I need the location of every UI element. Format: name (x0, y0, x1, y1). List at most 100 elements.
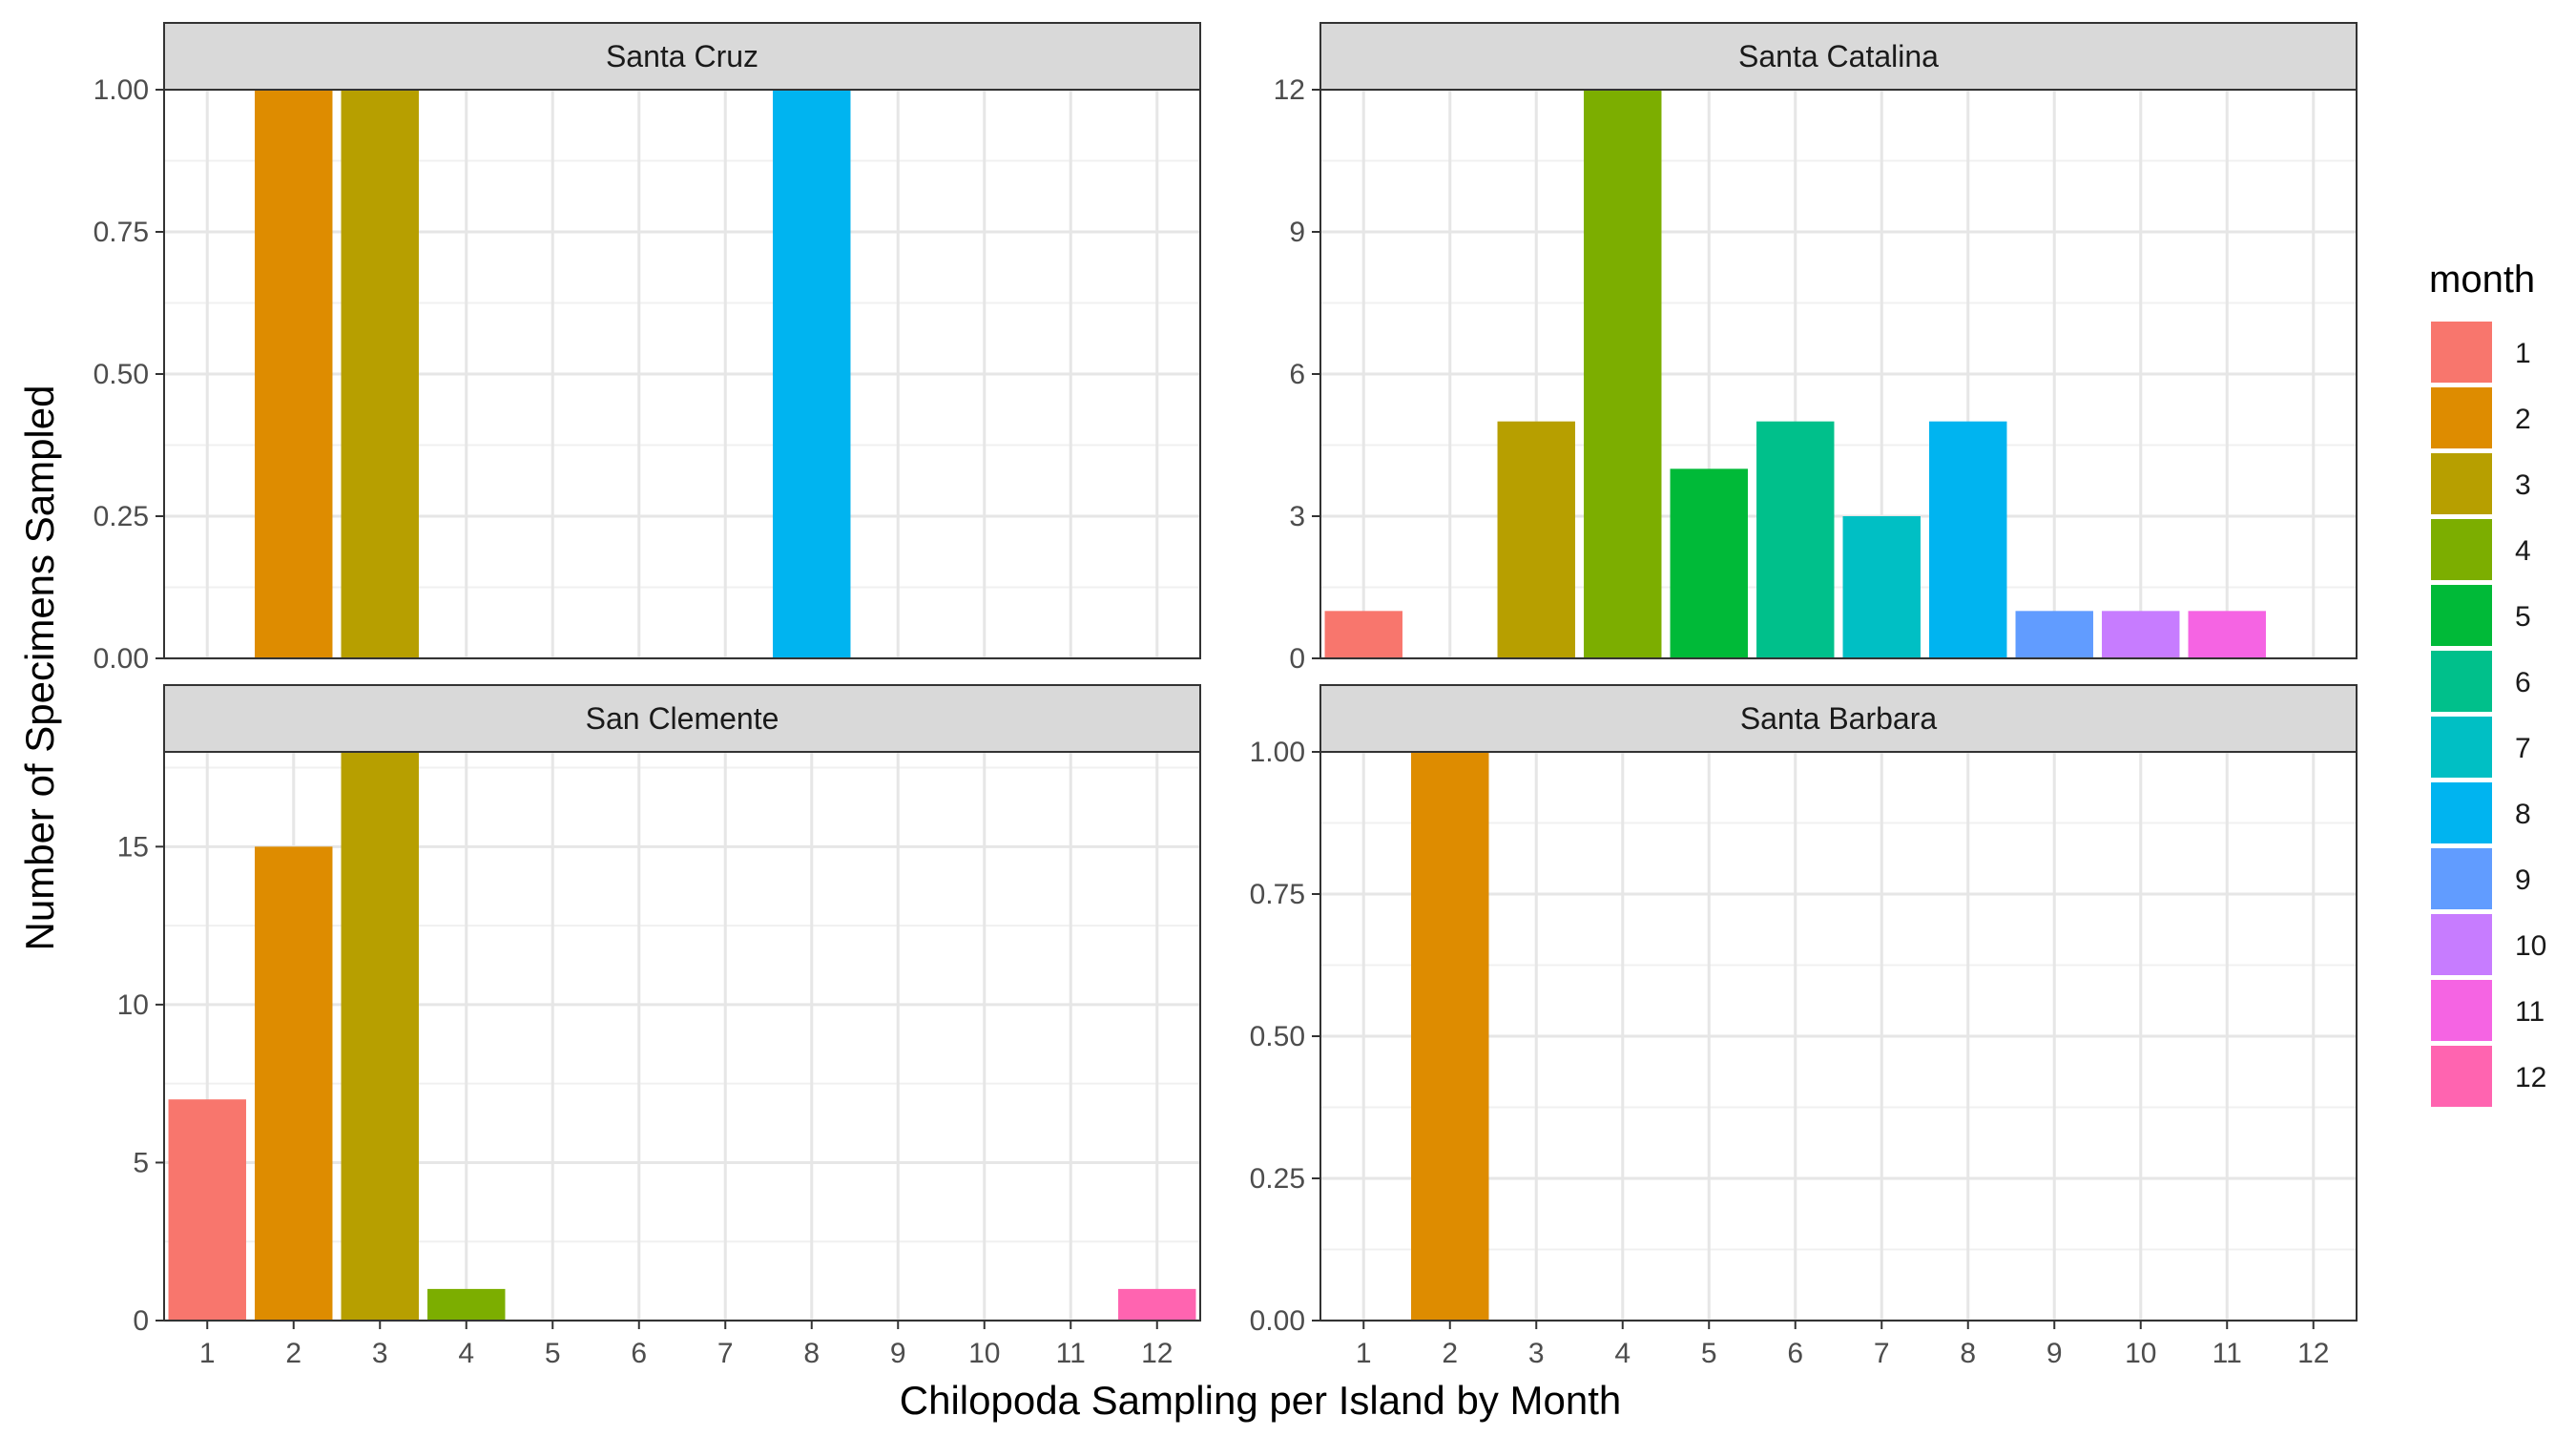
x-tick-label: 3 (1528, 1338, 1545, 1369)
facet-panel: Santa Cruz 0.00 0.25 0.50 0.75 1.00 (93, 22, 1201, 675)
legend-label: 8 (2515, 799, 2531, 830)
x-tick-label: 11 (1056, 1338, 1086, 1369)
y-tick-label: 0.75 (1250, 879, 1305, 910)
bar-month-3 (341, 90, 419, 658)
bar-month-4 (427, 1288, 506, 1321)
x-tick-label: 6 (1787, 1338, 1803, 1369)
bar-month-12 (1118, 1288, 1196, 1321)
y-tick-label: 10 (117, 989, 149, 1021)
legend-key-6 (2431, 651, 2492, 712)
x-tick-label: 2 (1442, 1338, 1458, 1369)
y-tick-label: 0.25 (93, 501, 149, 532)
facet-title: Santa Barbara (1740, 701, 1938, 736)
x-tick-label: 7 (1874, 1338, 1890, 1369)
y-tick-label: 0.00 (1250, 1305, 1305, 1337)
legend-label: 6 (2515, 667, 2531, 698)
legend-label: 7 (2515, 733, 2531, 764)
x-tick-label: 8 (1960, 1338, 1976, 1369)
legend-title: month (2429, 259, 2535, 301)
bar-month-3 (341, 752, 419, 1321)
facet-title: San Clemente (586, 701, 779, 736)
y-tick-label: 5 (133, 1147, 149, 1178)
y-tick-label: 1.00 (1250, 737, 1305, 768)
y-axis-title: Number of Specimens Sampled (17, 385, 62, 951)
y-tick-label: 0.50 (1250, 1021, 1305, 1052)
x-tick-label: 2 (285, 1338, 301, 1369)
bar-month-8 (1929, 421, 2007, 658)
bar-month-2 (1411, 752, 1489, 1321)
y-tick-label: 3 (1289, 501, 1305, 532)
facet-panel: Santa Catalina 0 3 6 9 12 (1274, 22, 2358, 675)
bar-month-8 (773, 90, 851, 658)
bar-month-1 (1324, 611, 1402, 658)
legend-label: 2 (2515, 404, 2531, 435)
facet-title: Santa Cruz (606, 39, 758, 73)
facet-title: Santa Catalina (1738, 39, 1939, 73)
legend-label: 12 (2515, 1062, 2546, 1093)
y-tick-label: 0 (133, 1305, 149, 1337)
legend-key-11 (2431, 980, 2492, 1041)
legend-key-12 (2431, 1046, 2492, 1107)
bar-month-2 (255, 90, 333, 658)
bar-month-7 (1842, 516, 1921, 658)
legend-key-8 (2431, 782, 2492, 843)
x-axis-title: Chilopoda Sampling per Island by Month (900, 1378, 1621, 1423)
y-tick-label: 6 (1289, 359, 1305, 390)
x-tick-label: 3 (372, 1338, 388, 1369)
x-tick-label: 12 (2297, 1338, 2329, 1369)
x-tick-label: 11 (2212, 1338, 2242, 1369)
y-tick-label: 0 (1289, 643, 1305, 675)
legend-key-5 (2431, 585, 2492, 646)
x-tick-label: 7 (717, 1338, 734, 1369)
y-tick-label: 9 (1289, 217, 1305, 248)
legend-key-3 (2431, 453, 2492, 514)
y-tick-label: 0.25 (1250, 1163, 1305, 1195)
legend-label: 5 (2515, 601, 2531, 633)
bar-month-1 (168, 1099, 246, 1321)
legend-label: 11 (2515, 996, 2545, 1028)
x-tick-label: 1 (1356, 1338, 1372, 1369)
legend-label: 1 (2515, 338, 2531, 369)
y-tick-label: 0.50 (93, 359, 149, 390)
x-tick-label: 5 (545, 1338, 561, 1369)
legend-key-10 (2431, 914, 2492, 975)
facet-strip (1319, 22, 2358, 91)
legend-key-7 (2431, 717, 2492, 778)
legend-label: 4 (2515, 535, 2531, 567)
x-tick-label: 10 (968, 1338, 1000, 1369)
y-tick-label: 15 (117, 831, 149, 863)
legend-label: 10 (2515, 930, 2546, 962)
bar-month-5 (1670, 468, 1748, 658)
bar-month-2 (255, 846, 333, 1321)
legend-key-1 (2431, 322, 2492, 383)
facet-strip (163, 22, 1201, 91)
x-tick-label: 6 (631, 1338, 647, 1369)
x-tick-label: 4 (458, 1338, 474, 1369)
bar-month-3 (1497, 421, 1575, 658)
y-tick-label: 0.00 (93, 643, 149, 675)
x-tick-label: 8 (803, 1338, 820, 1369)
bar-month-11 (2188, 611, 2266, 658)
legend-key-2 (2431, 387, 2492, 448)
y-tick-label: 0.75 (93, 217, 149, 248)
bar-month-10 (2102, 611, 2180, 658)
x-tick-label: 5 (1701, 1338, 1717, 1369)
y-tick-label: 1.00 (93, 74, 149, 106)
bar-month-4 (1584, 90, 1662, 658)
legend-label: 9 (2515, 864, 2531, 896)
facet-strip (163, 684, 1201, 753)
x-tick-label: 9 (890, 1338, 906, 1369)
legend-key-9 (2431, 848, 2492, 909)
facet-strip (1319, 684, 2358, 753)
bar-month-6 (1756, 421, 1835, 658)
y-tick-label: 12 (1274, 74, 1305, 106)
legend-key-4 (2431, 519, 2492, 580)
x-tick-label: 10 (2125, 1338, 2156, 1369)
legend-label: 3 (2515, 469, 2531, 501)
x-tick-label: 1 (199, 1338, 216, 1369)
bar-month-9 (2015, 611, 2093, 658)
